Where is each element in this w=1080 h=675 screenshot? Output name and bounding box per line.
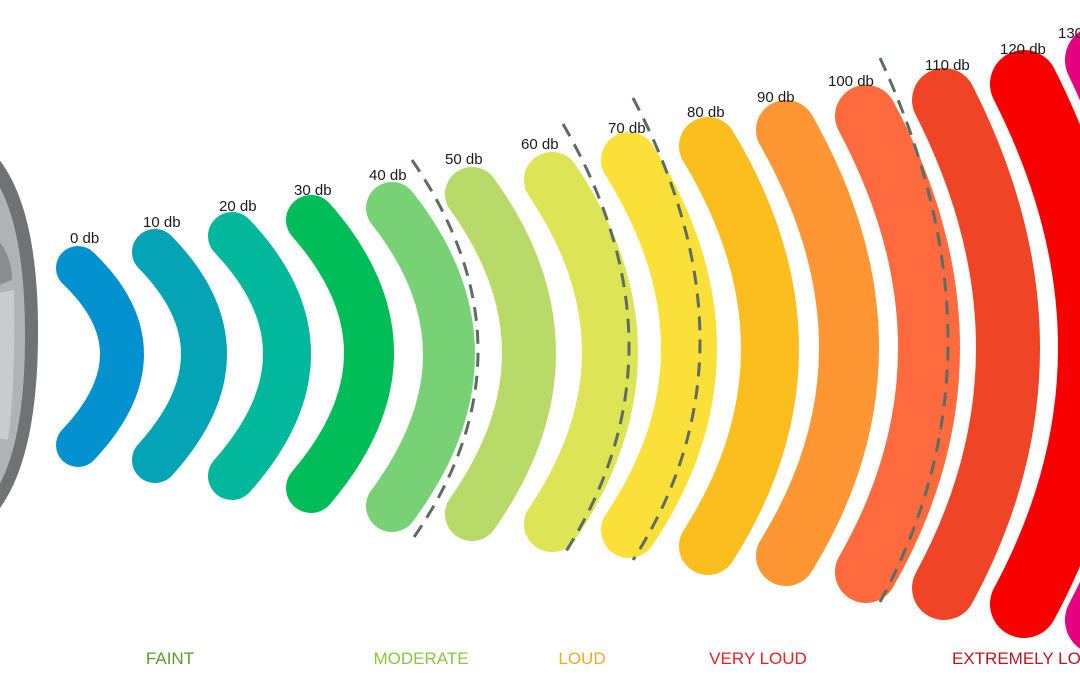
category-faint: FAINT <box>146 649 194 668</box>
db-label-8: 80 db <box>687 104 725 121</box>
wave-arc-10 <box>835 85 960 603</box>
decibel-labels: 0 db 10 db 20 db 30 db 40 db 50 db 60 db 70 db 8… <box>70 25 1080 247</box>
category-loud: LOUD <box>558 649 605 668</box>
db-label-9: 90 db <box>757 89 795 106</box>
category-dividers <box>410 57 950 603</box>
wave-arc-4 <box>366 182 475 532</box>
speaker-icon <box>0 160 39 508</box>
wave-arc-0 <box>56 246 144 467</box>
wave-arc-5 <box>445 167 556 541</box>
wave-arc-11 <box>912 68 1040 620</box>
db-label-11: 110 db <box>925 57 970 74</box>
db-label-1: 10 db <box>143 214 181 231</box>
wave-arc-9 <box>756 100 879 586</box>
db-label-5: 50 db <box>445 151 483 168</box>
wave-arc-12 <box>990 50 1080 638</box>
db-label-4: 40 db <box>369 167 407 184</box>
category-extremely-loud: EXTREMELY LOUD <box>952 649 1080 668</box>
divider-2 <box>631 97 702 561</box>
db-label-3: 30 db <box>294 182 332 199</box>
divider-0 <box>410 159 480 541</box>
category-very-loud: VERY LOUD <box>709 649 807 668</box>
wave-arc-3 <box>286 195 394 513</box>
sound-wave-arcs <box>56 31 1080 649</box>
db-label-10: 100 db <box>828 73 874 90</box>
db-label-6: 60 db <box>521 136 559 153</box>
wave-arc-7 <box>601 132 717 558</box>
db-label-7: 70 db <box>608 120 646 137</box>
wave-arc-8 <box>679 117 799 575</box>
db-label-0: 0 db <box>70 230 99 247</box>
db-label-13: 130 db <box>1058 25 1080 42</box>
db-label-12: 120 db <box>1000 41 1046 58</box>
divider-1 <box>561 123 631 557</box>
category-moderate: MODERATE <box>373 649 468 668</box>
db-label-2: 20 db <box>219 198 257 215</box>
wave-arc-6 <box>524 152 638 552</box>
wave-arc-2 <box>208 212 311 500</box>
wave-arc-1 <box>132 229 227 483</box>
divider-3 <box>878 57 950 603</box>
